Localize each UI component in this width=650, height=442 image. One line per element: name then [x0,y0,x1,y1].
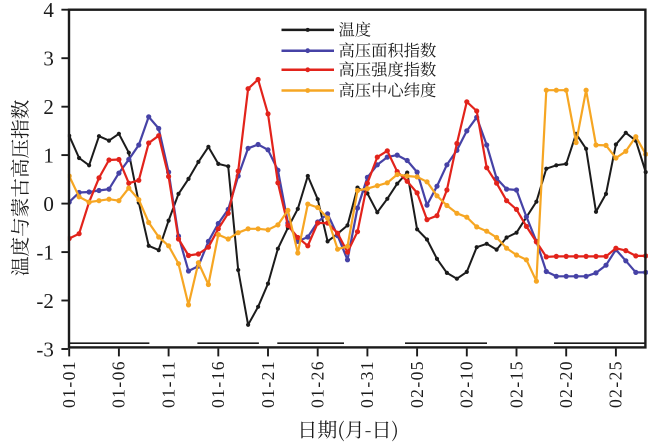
svg-text:01-16: 01-16 [208,361,228,408]
svg-text:01-06: 01-06 [109,361,129,408]
svg-text:-2: -2 [36,289,54,313]
svg-text:-3: -3 [36,337,54,361]
svg-text:02-15: 02-15 [506,361,526,408]
svg-text:01-26: 01-26 [308,361,328,408]
svg-text:01-11: 01-11 [158,362,178,409]
svg-text:1: 1 [43,143,54,167]
svg-text:02-05: 02-05 [407,361,427,408]
svg-text:3: 3 [43,47,54,71]
svg-text:01-31: 01-31 [357,362,377,409]
svg-text:4: 4 [43,0,54,22]
svg-text:02-25: 02-25 [606,361,626,408]
svg-text:0: 0 [43,192,54,216]
svg-text:02-20: 02-20 [556,361,576,408]
svg-text:02-10: 02-10 [457,361,477,408]
svg-text:2: 2 [43,95,54,119]
svg-text:01-01: 01-01 [59,362,79,409]
svg-text:-1: -1 [36,240,54,264]
svg-text:01-21: 01-21 [258,362,278,409]
